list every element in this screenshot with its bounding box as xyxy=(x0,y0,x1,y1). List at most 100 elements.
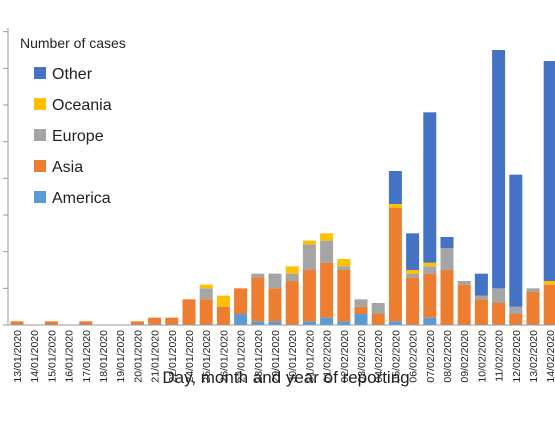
legend-label-other: Other xyxy=(52,66,93,83)
x-tick-label: 05/02/2020 xyxy=(390,330,402,383)
bar-oceania-16 xyxy=(285,266,299,274)
x-tick-label: 16/01/2020 xyxy=(64,330,76,383)
bar-europe-30 xyxy=(526,288,540,292)
x-tick-label: 08/02/2020 xyxy=(442,330,454,383)
bar-asia-14 xyxy=(251,277,265,322)
bar-asia-21 xyxy=(371,314,385,325)
bar-oceania-12 xyxy=(216,295,230,307)
x-tick-label: 02/02/2020 xyxy=(339,330,351,383)
bar-america-13 xyxy=(234,314,248,325)
legend-label-oceania: Oceania xyxy=(52,97,112,114)
legend: Other Oceania Europe Asia America xyxy=(34,66,112,207)
bar-america-24 xyxy=(423,317,437,325)
bar-asia-4 xyxy=(79,321,93,325)
bar-asia-28 xyxy=(492,303,506,325)
bar-asia-10 xyxy=(182,299,196,325)
bar-asia-27 xyxy=(474,299,488,325)
bar-europe-19 xyxy=(337,266,351,270)
x-tick-label: 31/01/2020 xyxy=(304,330,316,383)
x-tick-label: 12/02/2020 xyxy=(511,330,523,383)
bar-europe-20 xyxy=(354,299,368,307)
x-tick-label: 01/02/2020 xyxy=(322,330,334,383)
x-tick-label: 29/01/2020 xyxy=(270,330,282,383)
bar-other-31 xyxy=(543,61,555,281)
legend-swatch-oceania xyxy=(34,98,46,110)
bar-oceania-22 xyxy=(388,204,402,208)
bar-europe-28 xyxy=(492,288,506,303)
x-tick-label: 03/02/2020 xyxy=(356,330,368,383)
bar-europe-15 xyxy=(268,273,282,289)
x-tick-label: 28/01/2020 xyxy=(253,330,265,383)
bar-asia-23 xyxy=(406,277,420,325)
bar-oceania-24 xyxy=(423,262,437,267)
x-tick-label: 15/01/2020 xyxy=(46,330,58,383)
x-axis-label: Day, month and year of reporting xyxy=(162,368,409,387)
x-tick-label: 11/02/2020 xyxy=(494,330,506,382)
x-tick-label: 10/02/2020 xyxy=(476,330,488,383)
x-tick-label: 24/01/2020 xyxy=(184,330,196,383)
bar-america-22 xyxy=(388,321,402,325)
x-tick-label: 30/01/2020 xyxy=(287,330,299,383)
bar-oceania-11 xyxy=(199,284,213,289)
x-tick-label: 17/01/2020 xyxy=(81,330,93,383)
x-tick-label: 26/01/2020 xyxy=(218,330,230,383)
bar-asia-18 xyxy=(320,262,334,318)
x-tick-label: 13/02/2020 xyxy=(528,330,540,383)
bar-asia-24 xyxy=(423,273,437,318)
bar-layer xyxy=(10,50,555,325)
bar-asia-13 xyxy=(234,288,248,314)
x-tick-label: 25/01/2020 xyxy=(201,330,213,383)
bar-america-14 xyxy=(251,321,265,325)
bar-europe-11 xyxy=(199,288,213,300)
bar-europe-27 xyxy=(474,295,488,300)
bar-europe-25 xyxy=(440,248,454,270)
bar-europe-24 xyxy=(423,266,437,274)
legend-swatch-asia xyxy=(34,160,46,172)
bar-asia-31 xyxy=(543,284,555,325)
legend-swatch-america xyxy=(34,191,46,203)
bar-asia-0 xyxy=(10,321,24,325)
y-axis-ticks xyxy=(3,31,8,326)
x-tick-label: 06/02/2020 xyxy=(408,330,420,383)
bar-europe-17 xyxy=(302,244,316,270)
bar-asia-8 xyxy=(148,317,162,325)
bar-europe-21 xyxy=(371,303,385,314)
bar-oceania-18 xyxy=(320,233,334,241)
x-tick-label: 21/01/2020 xyxy=(150,330,162,383)
bar-europe-23 xyxy=(406,273,420,278)
bar-asia-16 xyxy=(285,281,299,325)
bar-other-27 xyxy=(474,273,488,296)
bar-america-18 xyxy=(320,317,334,325)
bar-oceania-31 xyxy=(543,281,555,285)
bar-asia-7 xyxy=(130,321,144,325)
x-tick-label: 04/02/2020 xyxy=(373,330,385,383)
bar-oceania-19 xyxy=(337,259,351,267)
legend-swatch-other xyxy=(34,67,46,79)
x-tick-label: 07/02/2020 xyxy=(425,330,437,383)
x-tick-label: 13/01/2020 xyxy=(12,330,24,383)
x-tick-label: 20/01/2020 xyxy=(132,330,144,383)
bar-europe-29 xyxy=(509,306,523,314)
bar-asia-30 xyxy=(526,292,540,325)
bar-asia-12 xyxy=(216,306,230,325)
bar-other-25 xyxy=(440,237,454,248)
x-tick-label: 09/02/2020 xyxy=(459,330,471,383)
bar-asia-29 xyxy=(509,314,523,325)
bar-asia-17 xyxy=(302,270,316,322)
bar-other-23 xyxy=(406,233,420,270)
bar-america-20 xyxy=(354,314,368,325)
bar-asia-15 xyxy=(268,288,282,322)
y-axis-label: Number of cases xyxy=(20,35,126,51)
bar-america-19 xyxy=(337,321,351,325)
x-tick-label: 19/01/2020 xyxy=(115,330,127,383)
bar-asia-19 xyxy=(337,270,351,322)
bar-other-29 xyxy=(509,174,523,307)
x-axis-tick-labels: 13/01/2020 14/01/2020 15/01/2020 16/01/2020… xyxy=(12,330,555,383)
x-tick-label: 27/01/2020 xyxy=(236,330,248,383)
bar-asia-2 xyxy=(44,321,58,325)
bar-europe-26 xyxy=(457,281,471,285)
bar-other-28 xyxy=(492,50,506,289)
x-tick-label: 18/01/2020 xyxy=(98,330,110,383)
bar-other-22 xyxy=(388,171,402,204)
